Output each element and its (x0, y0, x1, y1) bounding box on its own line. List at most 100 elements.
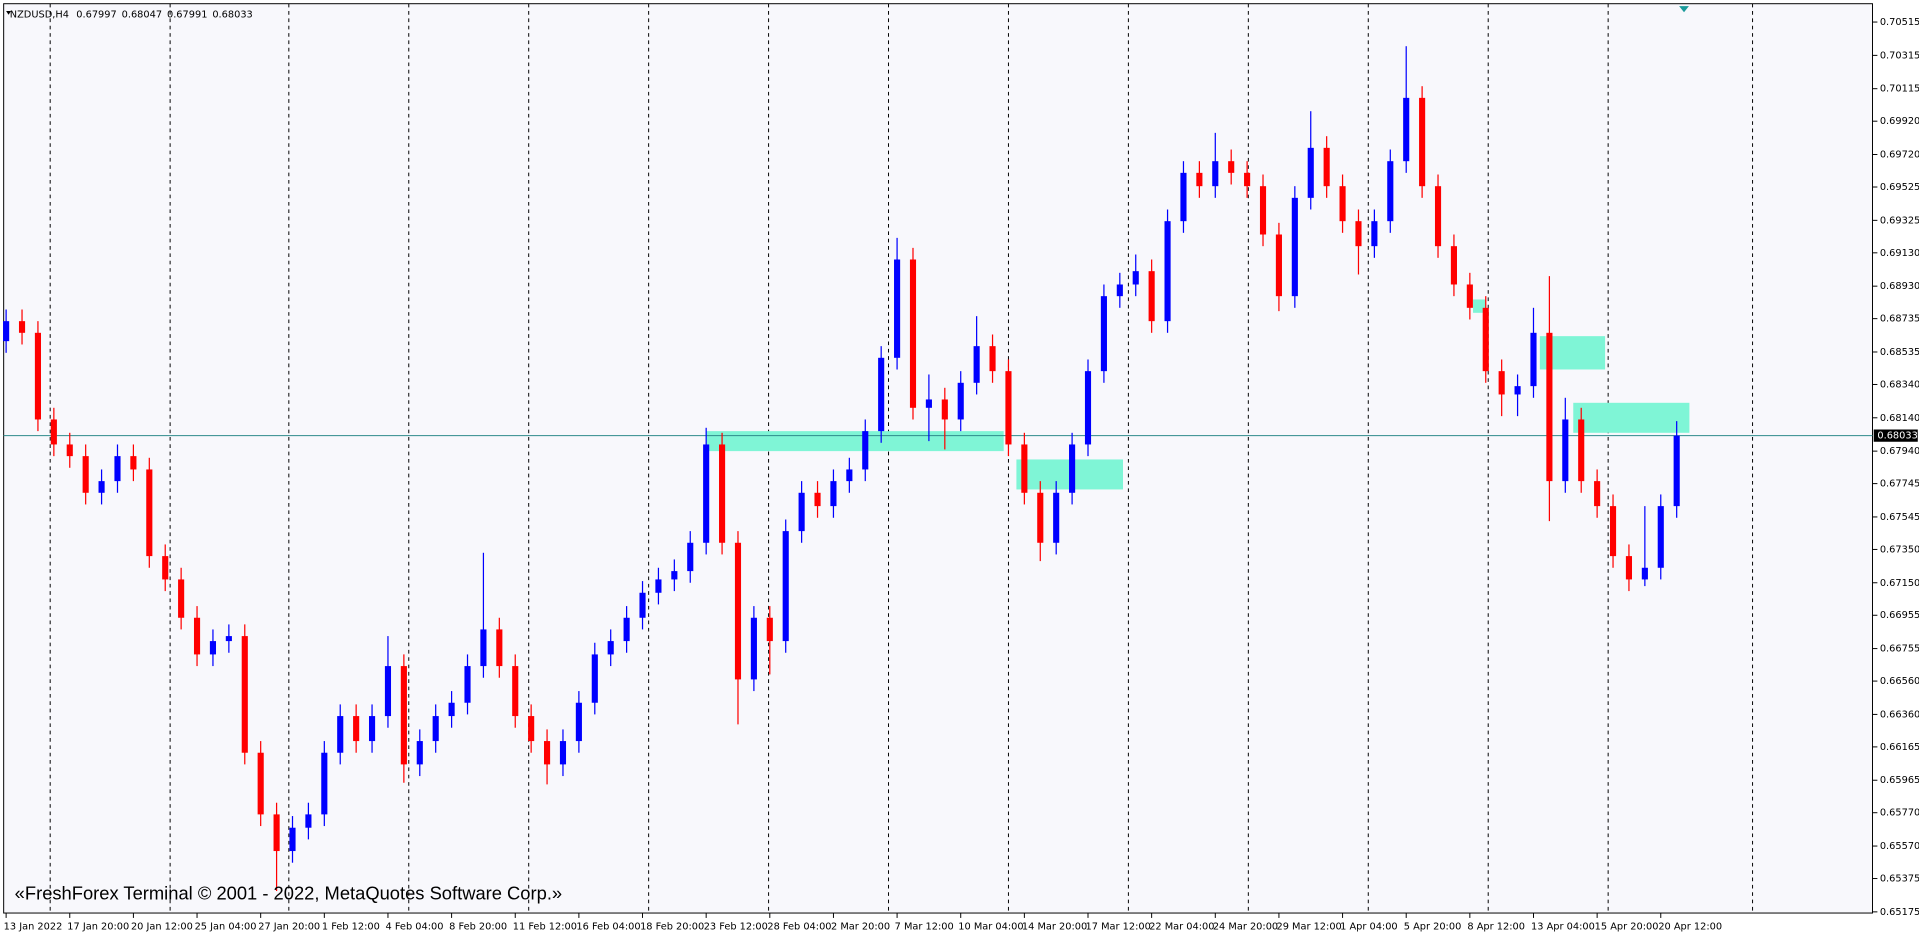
y-tick-label: 0.69720 (1880, 150, 1919, 161)
x-tick-label: 29 Mar 12:00 (1276, 921, 1341, 932)
candle-body (1562, 419, 1569, 482)
candle-body (559, 741, 567, 765)
candle-body (1212, 161, 1219, 187)
plot-area (3, 3, 1873, 914)
bid-label: 0.68033 (1877, 431, 1917, 442)
candle-body (591, 654, 598, 703)
candle-body (1275, 234, 1282, 297)
y-tick-label: 0.66755 (1880, 644, 1919, 655)
candle-body (448, 702, 455, 717)
candle-body (1355, 221, 1362, 247)
candle-body (544, 741, 551, 765)
candle-body (1498, 371, 1505, 395)
x-tick-label: 13 Apr 04:00 (1531, 921, 1595, 932)
candle-body (50, 419, 57, 445)
candle-body (1037, 492, 1044, 543)
candle-body (1164, 221, 1171, 322)
candle-body (416, 741, 423, 765)
candle-body (1259, 186, 1267, 235)
candle-body (193, 617, 201, 655)
candle-body (1546, 332, 1553, 482)
candle-body (973, 346, 980, 383)
candle-body (305, 814, 312, 828)
candle-body (798, 492, 805, 532)
candle-body (750, 617, 757, 680)
x-tick-label: 10 Mar 04:00 (958, 921, 1023, 932)
candle-body (162, 556, 169, 580)
candle-body (1625, 556, 1633, 580)
x-tick-label: 1 Feb 12:00 (322, 921, 380, 932)
candle-body (1196, 172, 1203, 187)
candle-body (1323, 147, 1330, 187)
candle-body (941, 399, 948, 420)
y-tick-label: 0.65375 (1880, 874, 1919, 885)
x-tick-label: 5 Apr 20:00 (1404, 921, 1462, 932)
candle-body (1116, 284, 1123, 297)
x-tick-label: 23 Feb 12:00 (704, 921, 768, 932)
y-tick-label: 0.70515 (1880, 17, 1919, 28)
candle-body (368, 716, 376, 742)
candle-body (1530, 332, 1537, 387)
x-tick-label: 8 Apr 12:00 (1467, 921, 1525, 932)
period-separators (49, 3, 1754, 914)
candle-body (400, 666, 407, 765)
candle-body (607, 641, 614, 655)
candle-body (894, 259, 901, 358)
x-tick-label: 16 Feb 04:00 (576, 921, 640, 932)
candle-body (1228, 161, 1235, 173)
header-arrow (6, 11, 12, 15)
candle-body (66, 444, 73, 457)
x-tick-label: 14 Mar 20:00 (1022, 921, 1087, 932)
candle-body (353, 716, 360, 742)
low-value: 0.67991 (167, 10, 207, 21)
candle-body (655, 579, 662, 593)
candle-body (878, 357, 885, 432)
x-tick-label: 2 Mar 20:00 (831, 921, 890, 932)
candle-body (496, 629, 503, 667)
shift-marker (1679, 6, 1689, 13)
y-tick-label: 0.66165 (1880, 742, 1919, 753)
candle-body (1387, 161, 1394, 222)
candle-body (178, 579, 185, 618)
candle-body (337, 716, 344, 753)
candle-body (1244, 172, 1251, 187)
candle-body (575, 702, 582, 742)
candle-body (1005, 371, 1012, 445)
candle-body (512, 666, 519, 717)
x-tick-label: 20 Apr 12:00 (1658, 921, 1722, 932)
candle-body (1609, 506, 1617, 557)
chart-header: NZDUSD,H4 0.67997 0.68047 0.67991 0.68033 (10, 10, 253, 21)
x-tick-label: 27 Jan 20:00 (258, 921, 320, 932)
series-layer (3, 46, 1873, 892)
candle-body (480, 629, 487, 667)
open-value: 0.67997 (76, 10, 116, 21)
y-tick-label: 0.65965 (1880, 775, 1919, 786)
y-tick-label: 0.65175 (1880, 907, 1919, 918)
candle-body (321, 752, 328, 815)
candle-body (1053, 492, 1060, 543)
candle-body (98, 481, 105, 493)
y-tick-label: 0.65770 (1880, 808, 1919, 819)
price-zone (706, 431, 1004, 452)
y-tick-label: 0.65570 (1880, 841, 1919, 852)
x-tick-label: 4 Feb 04:00 (386, 921, 444, 932)
candle-body (862, 431, 869, 470)
candle-body (273, 814, 280, 852)
y-tick-label: 0.68140 (1880, 413, 1919, 424)
y-tick-label: 0.70115 (1880, 84, 1919, 95)
candle-body (1307, 147, 1314, 198)
candle-body (1100, 296, 1107, 372)
candle-body (1339, 186, 1346, 222)
candle-body (639, 592, 646, 618)
candle-body (257, 752, 264, 815)
x-tick-label: 11 Feb 12:00 (513, 921, 577, 932)
candle-body (1371, 221, 1378, 247)
x-tick-label: 1 Apr 04:00 (1340, 921, 1398, 932)
candle-body (1594, 481, 1601, 507)
candle-body (1673, 435, 1680, 507)
y-tick-label: 0.68735 (1880, 314, 1919, 325)
candle-body (1482, 307, 1489, 372)
candle-body (623, 617, 630, 642)
candle-body (766, 617, 773, 642)
